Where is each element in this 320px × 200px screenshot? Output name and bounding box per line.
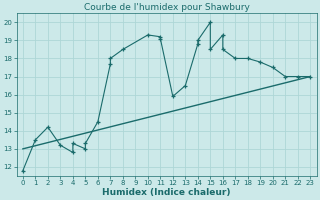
Title: Courbe de l'humidex pour Shawbury: Courbe de l'humidex pour Shawbury bbox=[84, 3, 250, 12]
X-axis label: Humidex (Indice chaleur): Humidex (Indice chaleur) bbox=[102, 188, 231, 197]
